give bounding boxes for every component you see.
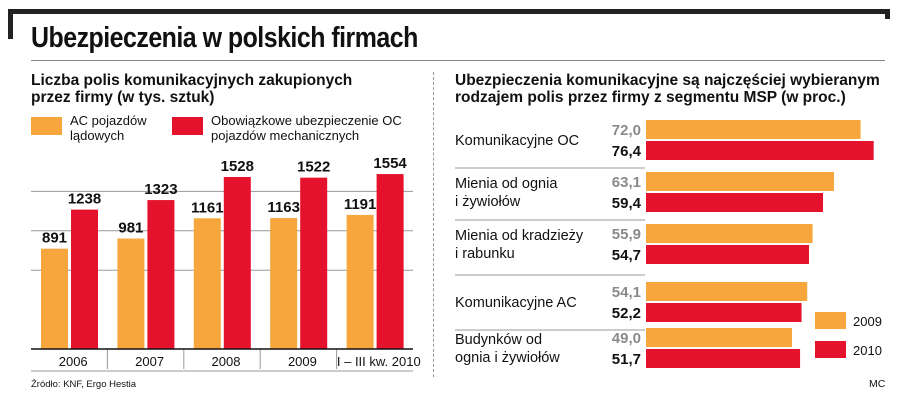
right-subtitle-line-2: rodzajem polis przez firmy z segmentu MS… xyxy=(455,89,846,106)
title-rule xyxy=(31,60,885,61)
bar-oc-4 xyxy=(376,174,404,349)
legend-oc-line-2: pojazdów mechanicznych xyxy=(211,128,360,143)
row-label-0-line-0: Komunikacyjne OC xyxy=(455,133,579,149)
bar-ac-0 xyxy=(41,248,68,349)
left-chart-subtitle: Liczba polis komunikacyjnych zakupionych… xyxy=(31,72,411,106)
hbar-value-2010-1: 59,4 xyxy=(612,195,642,212)
hbar-value-2010-0: 76,4 xyxy=(612,143,642,160)
value-label-bar-ac-0: 891 xyxy=(42,230,67,247)
value-label-bar-oc-3: 1522 xyxy=(297,159,330,176)
hbar-value-2009-4: 49,0 xyxy=(612,330,641,347)
page-title: Ubezpieczenia w polskich firmach xyxy=(31,22,418,54)
bar-ac-2 xyxy=(193,218,221,349)
panel-divider xyxy=(433,72,434,377)
hbar-value-2010-2: 54,7 xyxy=(612,247,641,264)
hbar-2009-1 xyxy=(646,172,835,191)
hbar-2009-3 xyxy=(646,282,808,301)
left-subtitle-line-1: Liczba polis komunikacyjnych zakupionych xyxy=(31,72,353,89)
hbar-2010-2 xyxy=(646,245,810,264)
hbar-value-2009-1: 63,1 xyxy=(612,174,641,191)
hbar-2010-0 xyxy=(646,141,874,160)
right-subtitle-line-1: Ubezpieczenia komunikacyjne są najczęści… xyxy=(455,72,880,89)
legend-swatch-oc xyxy=(172,117,203,135)
legend-ac-line-2: lądowych xyxy=(70,128,125,143)
source-note: Źródło: KNF, Ergo Hestia xyxy=(31,379,137,390)
frame-top-border xyxy=(8,9,890,14)
value-label-bar-oc-4: 1554 xyxy=(373,155,407,172)
author-credit: MC xyxy=(869,378,886,390)
bar-ac-3 xyxy=(270,218,298,349)
value-label-bar-ac-1: 981 xyxy=(118,220,143,237)
hbar-2010-3 xyxy=(646,303,802,322)
value-label-bar-oc-2: 1528 xyxy=(221,158,254,175)
hbar-value-2010-4: 51,7 xyxy=(612,351,641,368)
hbar-2009-0 xyxy=(646,120,861,139)
legend-label-ac: AC pojazdów lądowych xyxy=(70,113,147,143)
bar-oc-3 xyxy=(300,177,328,349)
bar-oc-1 xyxy=(147,200,175,349)
value-label-bar-ac-3: 1163 xyxy=(267,199,300,216)
hbar-2010-1 xyxy=(646,193,824,212)
category-label-2: 2008 xyxy=(212,354,241,369)
hbar-value-2009-0: 72,0 xyxy=(612,122,641,139)
legend-label-2010: 2010 xyxy=(853,343,882,358)
row-label-2-line-0: Mienia od kradzieży xyxy=(455,228,584,244)
hbar-value-2009-3: 54,1 xyxy=(612,284,641,301)
row-label-3-line-0: Komunikacyjne AC xyxy=(455,295,577,311)
legend-swatch-ac xyxy=(31,117,62,135)
bar-oc-2 xyxy=(223,176,251,349)
hbar-2009-2 xyxy=(646,224,813,243)
row-label-2-line-1: i rabunku xyxy=(455,246,515,262)
category-label-1: 2007 xyxy=(135,354,164,369)
value-label-bar-oc-1: 1323 xyxy=(144,181,177,198)
value-label-bar-ac-4: 1191 xyxy=(344,196,377,213)
left-subtitle-line-2: przez firmy (w tys. sztuk) xyxy=(31,89,215,106)
right-chart-subtitle: Ubezpieczenia komunikacyjne są najczęści… xyxy=(455,72,895,106)
value-label-bar-oc-0: 1238 xyxy=(68,191,101,208)
frame-right-border xyxy=(885,9,890,19)
category-label-4: I – III kw. 2010 xyxy=(337,354,421,369)
category-label-3: 2009 xyxy=(288,354,317,369)
row-label-1-line-1: i żywiołów xyxy=(455,194,521,210)
legend-swatch-2010 xyxy=(815,341,846,358)
hbar-value-2009-2: 55,9 xyxy=(612,226,641,243)
value-label-bar-ac-2: 1161 xyxy=(191,199,224,216)
legend-oc-line-1: Obowiązkowe ubezpieczenie OC xyxy=(211,113,402,128)
hbar-2010-4 xyxy=(646,349,801,368)
hbar-2009-4 xyxy=(646,328,793,347)
category-label-0: 2006 xyxy=(59,354,88,369)
bar-ac-1 xyxy=(117,238,145,349)
frame-left-border xyxy=(8,9,13,39)
legend-label-2009: 2009 xyxy=(853,314,882,329)
legend-ac-line-1: AC pojazdów xyxy=(70,113,147,128)
row-label-4-line-0: Budynków od xyxy=(455,332,542,348)
legend-label-oc: Obowiązkowe ubezpieczenie OC pojazdów me… xyxy=(211,113,402,143)
bar-oc-0 xyxy=(71,209,98,349)
row-label-4-line-1: ognia i żywiołów xyxy=(455,350,560,366)
bar-ac-4 xyxy=(346,214,374,349)
legend-swatch-2009 xyxy=(815,312,846,329)
row-label-1-line-0: Mienia od ognia xyxy=(455,176,558,192)
hbar-value-2010-3: 52,2 xyxy=(612,305,641,322)
